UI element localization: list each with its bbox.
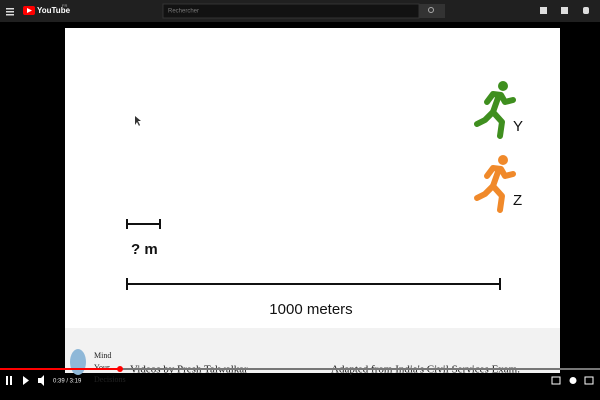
apps-icon[interactable] — [561, 7, 568, 14]
menu-icon-line — [6, 14, 14, 16]
long-distance: 1000 meters — [269, 301, 352, 318]
short-distance: ? m — [131, 241, 158, 258]
runner-body — [490, 166, 502, 189]
slide-footer — [65, 328, 560, 373]
channel-line: Mind — [94, 351, 111, 360]
runner-label: Z — [513, 192, 522, 209]
time: 0:39 / 3:19 — [53, 379, 82, 385]
pause-bar — [10, 376, 12, 385]
runner-leg — [490, 183, 505, 213]
runner-arm — [484, 165, 516, 179]
search-icon — [428, 7, 434, 13]
logo-play — [27, 8, 32, 13]
search-box[interactable] — [162, 3, 420, 19]
channel-line: Decisions — [94, 375, 126, 384]
settings-button[interactable] — [569, 377, 577, 384]
runner-leg — [474, 109, 496, 127]
progress-handle[interactable] — [117, 366, 123, 372]
miniplayer-button[interactable] — [584, 376, 594, 385]
runner-leg — [474, 183, 496, 201]
search-button[interactable] — [419, 4, 445, 18]
runner-head — [498, 155, 508, 165]
subtitles-button[interactable] — [551, 376, 561, 385]
upload-icon[interactable] — [540, 7, 547, 14]
menu-icon[interactable] — [6, 8, 14, 10]
runner-body — [490, 92, 502, 115]
channel-line: Your — [94, 363, 110, 372]
channel-avatar — [70, 349, 86, 375]
runner-head — [498, 81, 508, 91]
runners: YZ — [474, 81, 523, 213]
search-placeholder: Rechercher — [168, 9, 199, 15]
runner-label: Y — [513, 118, 523, 135]
notifications-icon[interactable] — [583, 7, 589, 14]
progress-played — [0, 368, 120, 370]
region: FR — [62, 3, 67, 8]
runner-leg — [490, 109, 505, 139]
volume-button[interactable] — [38, 375, 44, 386]
progress-track[interactable] — [0, 368, 600, 370]
logo-text[interactable]: YouTube — [37, 6, 71, 15]
cursor — [135, 116, 141, 126]
menu-icon-line — [6, 11, 14, 13]
slide — [65, 28, 560, 373]
runner-arm — [484, 91, 516, 105]
pause-button[interactable] — [6, 376, 8, 385]
next-button[interactable] — [23, 376, 29, 385]
